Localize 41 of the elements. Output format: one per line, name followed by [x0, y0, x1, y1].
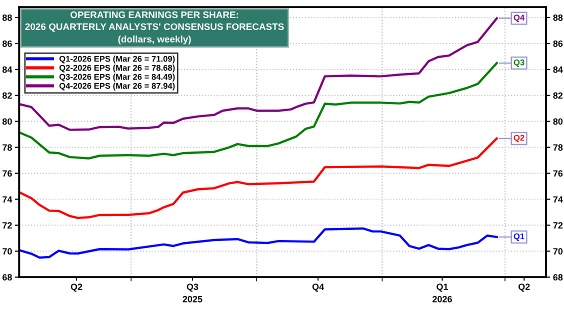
x-tick-label: Q1 2026 [432, 284, 452, 302]
annotation: Q3 [514, 59, 524, 67]
annotation: Q2 [514, 134, 524, 142]
y-tick-label: 72 [2, 222, 12, 228]
legend-label: Q3-2026 EPS (Mar 26 = 84.49) [59, 74, 175, 82]
x-tick-label: Q4 [312, 284, 324, 292]
y2-tick-label: 82 [553, 92, 563, 99]
y2-tick-label: 86 [553, 40, 563, 47]
y-tick-label: 74 [2, 196, 12, 203]
y-tick-label: 82 [2, 92, 12, 99]
x-tick-label: Q3 2025 [182, 284, 202, 302]
y2-tick-label: 84 [553, 66, 563, 73]
legend-label: Q2-2026 EPS (Mar 26 = 78.68) [59, 64, 175, 72]
x-tick-label: Q2 [518, 284, 530, 292]
annotation: Q1 [514, 233, 524, 241]
line-series [19, 17, 498, 131]
y2-tick-label: 88 [553, 14, 563, 21]
legend-label: Q4-2026 EPS (Mar 26 = 87.94) [59, 82, 175, 90]
y-tick-label: 76 [2, 170, 12, 177]
text: (dollars, weekly) [118, 36, 191, 44]
y-tick-label: 70 [2, 248, 12, 255]
text: OPERATING EARNINGS PER SHARE: 2026 QUARTERLY ANALYSTS' CONSENSUS FORECASTS [25, 11, 284, 32]
line-series [19, 227, 498, 259]
y-tick-label: 68 [2, 274, 12, 280]
legend-label: Q1-2026 EPS (Mar 26 = 71.09) [59, 56, 175, 64]
y2-tick-label: 72 [553, 222, 563, 228]
y-tick-label: 84 [2, 66, 12, 73]
x-tick-label: Q2 [70, 284, 82, 292]
y2-tick-label: 70 [553, 248, 563, 255]
y2-tick-label: 80 [553, 118, 563, 125]
y-tick-label: 86 [2, 40, 12, 47]
line-series [19, 62, 498, 160]
y2-tick-label: 78 [553, 144, 563, 151]
y2-tick-label: 68 [553, 274, 563, 280]
y-tick-label: 80 [2, 118, 12, 125]
y-tick-label: 78 [2, 144, 12, 151]
y-tick-label: 88 [2, 14, 12, 21]
annotation: Q4 [514, 14, 525, 22]
y2-tick-label: 74 [553, 196, 563, 203]
line-series [19, 137, 498, 220]
y2-tick-label: 76 [553, 170, 563, 177]
